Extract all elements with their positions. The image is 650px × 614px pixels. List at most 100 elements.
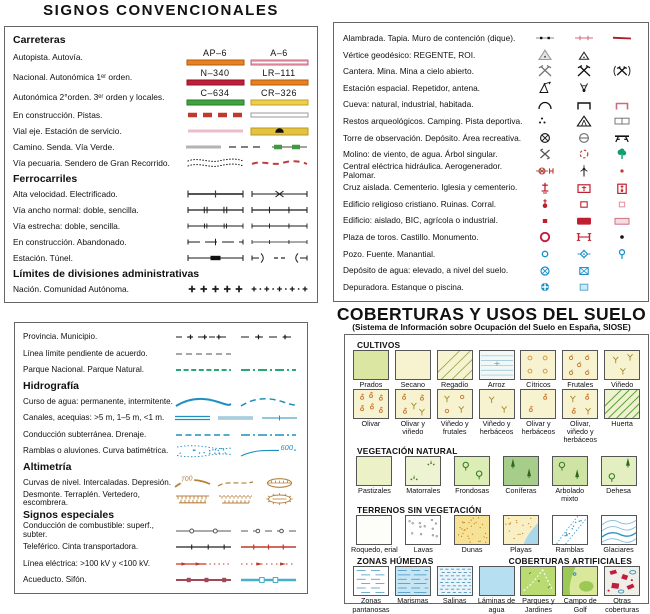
legend-label: En construcción. Abandonado.	[13, 236, 127, 247]
laminas-agua-swatch	[478, 566, 515, 597]
section-header: Signos especiales	[23, 509, 115, 521]
olivar-vinedo-herbaceos-swatch-art	[563, 390, 598, 419]
otras-coberturas-swatch-art	[605, 567, 640, 596]
pond-pool-symbol	[565, 279, 604, 295]
landcover-label: Matorrales	[406, 486, 441, 496]
secano-swatch-art	[395, 351, 430, 379]
section-header: Límites de divisiones administrativas	[13, 267, 200, 280]
landcover-label: Frutales	[567, 380, 594, 389]
ruins-icon	[580, 201, 588, 208]
fountain-icon	[577, 249, 591, 259]
legend-label: Vía ancho normal: doble, sencilla.	[13, 204, 139, 215]
symbol-text: A–6	[270, 47, 288, 58]
cave-inhabited-symbol	[603, 97, 642, 113]
coberturas-subtitle: (Sistema de Información sobre Ocupación …	[352, 323, 631, 332]
via-verde-symbol	[270, 139, 309, 155]
church-cemetery-icon	[617, 183, 628, 194]
road-regional2-icon	[186, 99, 244, 105]
vinedo-swatch-art	[605, 351, 640, 379]
observation-tower-icon	[540, 132, 551, 143]
canal-wide-icon	[175, 416, 211, 421]
road-axis-icon	[187, 129, 243, 133]
building-isolated-symbol	[526, 213, 565, 229]
wash-alluvium-icon	[176, 445, 232, 458]
rail-double-icon	[187, 206, 243, 214]
landcover-label: Zonas pantanosas	[352, 596, 390, 614]
landcover-pastizales: Pastizales	[351, 456, 398, 503]
legend-row: Acueducto. Sifón.	[23, 572, 299, 589]
legend-row: Autopista. Autovía. AP–6 A–6	[13, 47, 309, 67]
castle-symbol	[565, 229, 604, 245]
landcover-otras-coberturas: Otras coberturas	[602, 566, 642, 613]
road-dual-symbol: A–6	[249, 47, 309, 67]
contour-intermediate-icon	[218, 481, 254, 487]
legend-row: En construcción. Pistas.	[13, 107, 309, 123]
quarry-icon	[538, 65, 552, 77]
boundary-municipality-symbol	[238, 329, 299, 346]
boundary-municipality-icon	[241, 334, 296, 340]
legend-label: Camino. Senda. Vía Verde.	[13, 141, 115, 152]
path-senda-symbol	[227, 139, 266, 155]
marismas-swatch	[394, 566, 431, 597]
cable-car-symbol	[173, 539, 234, 556]
watermill-symbol	[565, 146, 604, 162]
christian-building-icon	[542, 199, 548, 209]
antenna-symbol	[565, 80, 604, 96]
cemetery-symbol	[565, 180, 604, 196]
landcover-vinedo: Viñedo	[602, 350, 642, 389]
legend-row: Desmonte. Terraplén. Vertedero, escombre…	[23, 490, 299, 508]
legend-label: Parque Nacional. Parque Natural.	[23, 365, 145, 374]
canal-medium-icon	[218, 416, 254, 421]
landcover-coniferas: Coníferas	[497, 456, 544, 503]
matorrales-swatch-art	[406, 457, 441, 486]
canal-medium-symbol	[216, 410, 255, 427]
dike-wall-icon	[613, 37, 632, 40]
zonas-pantanosas-swatch-art	[353, 567, 388, 596]
rail-single-symbol	[249, 202, 309, 218]
landcover-huerta: Huerta	[602, 389, 642, 444]
olivar-herbaceos-swatch-art	[521, 390, 556, 419]
treatment-plant-icon	[541, 283, 550, 292]
symbol-text: CR–326	[260, 87, 298, 98]
rail-narrow-double-symbol	[185, 218, 245, 234]
dovecote-icon	[620, 169, 625, 173]
legend-label: Restos arqueológicos. Camping. Pista dep…	[343, 115, 523, 126]
livestock-trail-symbol	[185, 155, 245, 171]
park-natural-symbol	[238, 362, 299, 379]
dunas-swatch	[454, 515, 491, 546]
glaciares-swatch-art	[601, 516, 636, 545]
landcover-row: Roquedo, erial Lavas Dunas Playas Ramblas Gla…	[349, 515, 644, 554]
fuel-pipe-underground-symbol	[238, 523, 299, 540]
legend-row: Vía pecuaria. Sendero de Gran Recorrido.	[13, 155, 309, 171]
legend-row: Línea eléctrica: >100 kV y <100 kV.	[23, 556, 299, 573]
rail-electrified-symbol	[249, 186, 309, 202]
archaeological-site-icon	[539, 117, 546, 124]
legend-row: En construcción. Abandonado.	[13, 234, 309, 250]
roquedo-erial-swatch	[356, 515, 393, 546]
landcover-label: Ramblas	[555, 545, 584, 555]
depression-symbol	[260, 475, 299, 492]
lavas-swatch	[405, 515, 442, 546]
observation-tower-symbol	[526, 130, 565, 146]
legend-row: Provincia. Municipio.	[23, 329, 299, 346]
cemetery-icon	[577, 183, 591, 193]
legend-row: Estación. Túnel.	[13, 250, 309, 266]
dunas-swatch-art	[455, 516, 490, 545]
landcover-label: Dehesa	[606, 486, 631, 496]
geodesic-roi-symbol	[565, 47, 604, 63]
campsite-icon	[576, 115, 592, 127]
landcover-matorrales: Matorrales	[400, 456, 447, 503]
service-station-symbol	[249, 123, 309, 139]
legend-row: Curvas de nivel. Intercaladas. Depresión…	[23, 474, 299, 492]
fuel-pipe-surface-icon	[176, 528, 231, 534]
legend-row: Autonómica 2°orden. 3ᵉʳ orden y locales.…	[13, 87, 309, 107]
landcover-label: Campo de Golf	[563, 596, 597, 614]
landcover-dehesa: Dehesa	[595, 456, 642, 503]
arbolado-mixto-swatch-art	[552, 457, 587, 486]
recreation-area-icon	[615, 135, 630, 143]
coberturas-title: COBERTURAS Y USOS DEL SUELO	[336, 304, 647, 324]
path-senda-icon	[229, 146, 264, 148]
vinedo-herbaceos-swatch	[478, 389, 515, 420]
park-national-symbol	[173, 362, 234, 379]
legend-row: Canales, acequias: >5 m, 1–5 m, <1 m.	[23, 410, 299, 427]
